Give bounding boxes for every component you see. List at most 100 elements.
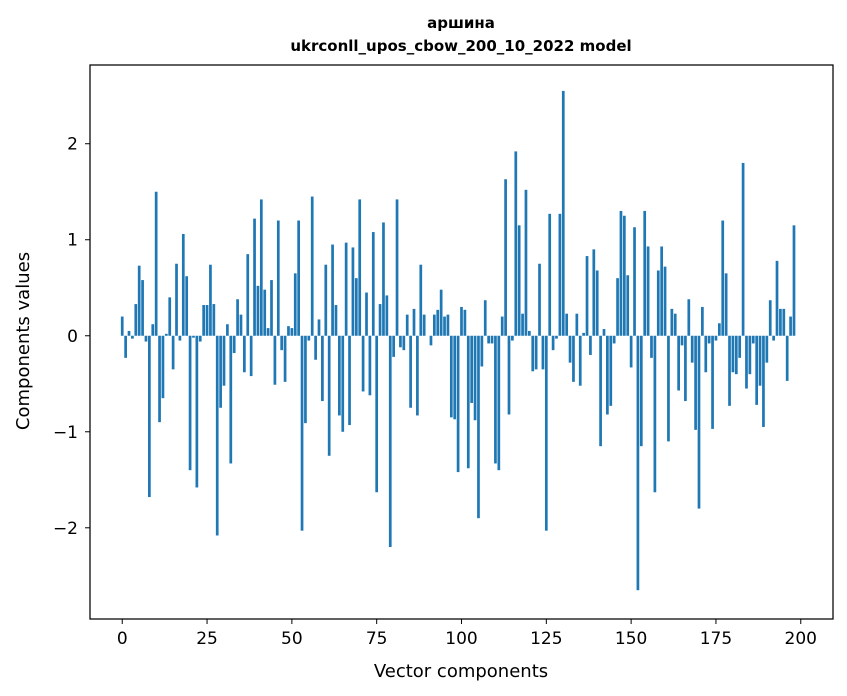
bar: [609, 335, 613, 406]
chart-subtitle: ukrconll_upos_cbow_200_10_2022 model: [290, 37, 631, 55]
bar: [511, 335, 514, 341]
bar: [263, 289, 267, 336]
bar: [354, 278, 358, 336]
bar: [782, 308, 786, 336]
bar: [463, 309, 467, 336]
bar: [704, 335, 708, 373]
bar: [324, 264, 328, 336]
bar: [673, 313, 677, 336]
bar: [249, 335, 253, 377]
chart-title: аршина: [427, 14, 495, 32]
bar: [368, 335, 372, 396]
bar: [266, 328, 270, 336]
bar: [460, 306, 463, 336]
bar: [745, 335, 748, 389]
bar: [616, 278, 619, 336]
bar: [219, 335, 222, 408]
bar: [439, 289, 443, 336]
y-axis-ticks: −2 −1 0 1 2: [53, 135, 90, 539]
bar: [551, 335, 555, 351]
bar: [636, 335, 640, 591]
x-tick-label: 50: [281, 629, 303, 649]
bar: [304, 335, 307, 424]
bar: [158, 335, 161, 423]
bar: [670, 308, 674, 336]
bar: [490, 335, 494, 344]
bar: [541, 335, 545, 370]
bar: [276, 220, 280, 336]
bar: [646, 246, 650, 336]
x-tick-label: 175: [700, 629, 732, 649]
bar: [202, 305, 206, 336]
bar: [697, 335, 701, 509]
bar: [321, 335, 324, 402]
bar: [327, 335, 331, 456]
bar-series: [120, 90, 796, 591]
bar: [385, 295, 389, 336]
bar: [561, 90, 565, 336]
bar: [300, 335, 304, 531]
bar: [178, 335, 182, 341]
bar: [497, 335, 501, 471]
bar: [253, 218, 256, 336]
bar: [660, 246, 664, 336]
bar: [629, 335, 633, 368]
bar: [365, 292, 368, 336]
bar: [392, 335, 395, 357]
bar: [575, 313, 579, 336]
bar: [226, 324, 229, 336]
plot-frame: [89, 64, 834, 620]
bar: [212, 304, 216, 336]
bar: [429, 335, 433, 346]
bar: [259, 199, 263, 336]
bar: [731, 335, 735, 373]
bar: [361, 335, 365, 392]
bar: [246, 254, 250, 336]
bar: [341, 335, 345, 432]
bar: [192, 335, 195, 338]
bar: [612, 335, 616, 344]
bar: [243, 335, 246, 373]
bar: [595, 270, 599, 336]
bar: [775, 260, 779, 336]
bar: [137, 265, 141, 336]
bar: [667, 335, 670, 442]
bar: [453, 335, 457, 420]
bar: [524, 189, 528, 336]
bar: [134, 304, 138, 336]
bar: [348, 335, 351, 426]
bar: [568, 335, 572, 363]
y-tick-label: −2: [53, 519, 78, 539]
bar: [765, 335, 769, 363]
bar: [151, 324, 155, 336]
bar: [711, 335, 714, 429]
bar: [521, 313, 524, 336]
bar: [409, 335, 412, 408]
bar: [779, 308, 782, 336]
bar: [270, 280, 273, 336]
bar: [748, 335, 752, 375]
bar: [449, 335, 453, 418]
bar: [622, 215, 626, 336]
bar: [653, 335, 657, 493]
bar: [215, 335, 219, 536]
bar: [701, 306, 704, 336]
bar: [395, 199, 399, 336]
bar: [694, 335, 697, 430]
bar: [650, 335, 653, 358]
bar: [599, 335, 602, 447]
bar: [144, 335, 148, 342]
bar: [443, 316, 446, 336]
bar: [205, 305, 209, 336]
bar: [514, 151, 518, 336]
bar: [582, 332, 585, 336]
bar: [175, 263, 178, 336]
bar: [684, 335, 687, 402]
bar: [487, 335, 490, 344]
y-axis-label: Components values: [13, 252, 34, 430]
bar: [297, 220, 300, 336]
bar: [741, 162, 745, 336]
bar: [171, 335, 175, 370]
bar: [734, 335, 738, 375]
